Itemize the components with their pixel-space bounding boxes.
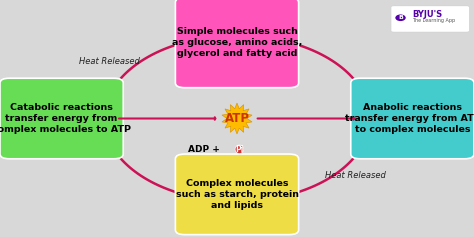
Text: The Learning App: The Learning App: [412, 18, 456, 23]
Polygon shape: [222, 103, 252, 134]
Text: Heat Released: Heat Released: [79, 57, 139, 66]
Text: Anabolic reactions
transfer energy from ATP
to complex molecules: Anabolic reactions transfer energy from …: [345, 103, 474, 134]
Text: ADP +: ADP +: [188, 145, 223, 154]
Text: B: B: [398, 15, 403, 20]
Ellipse shape: [235, 145, 244, 154]
Text: Complex molecules
such as starch, protein
and lipids: Complex molecules such as starch, protei…: [175, 179, 299, 210]
FancyBboxPatch shape: [0, 78, 123, 159]
Text: Simple molecules such
as glucose, amino acids,
glycerol and fatty acid: Simple molecules such as glucose, amino …: [172, 27, 302, 58]
FancyBboxPatch shape: [391, 6, 469, 32]
Text: Catabolic reactions
transfer energy from
complex molecules to ATP: Catabolic reactions transfer energy from…: [0, 103, 131, 134]
Text: Heat Released: Heat Released: [325, 171, 386, 180]
FancyBboxPatch shape: [175, 154, 299, 235]
Text: BYJU'S: BYJU'S: [412, 10, 443, 19]
Ellipse shape: [395, 14, 406, 21]
FancyBboxPatch shape: [351, 78, 474, 159]
Text: Pi: Pi: [235, 145, 244, 154]
Text: ATP: ATP: [225, 112, 249, 125]
FancyBboxPatch shape: [175, 0, 299, 88]
